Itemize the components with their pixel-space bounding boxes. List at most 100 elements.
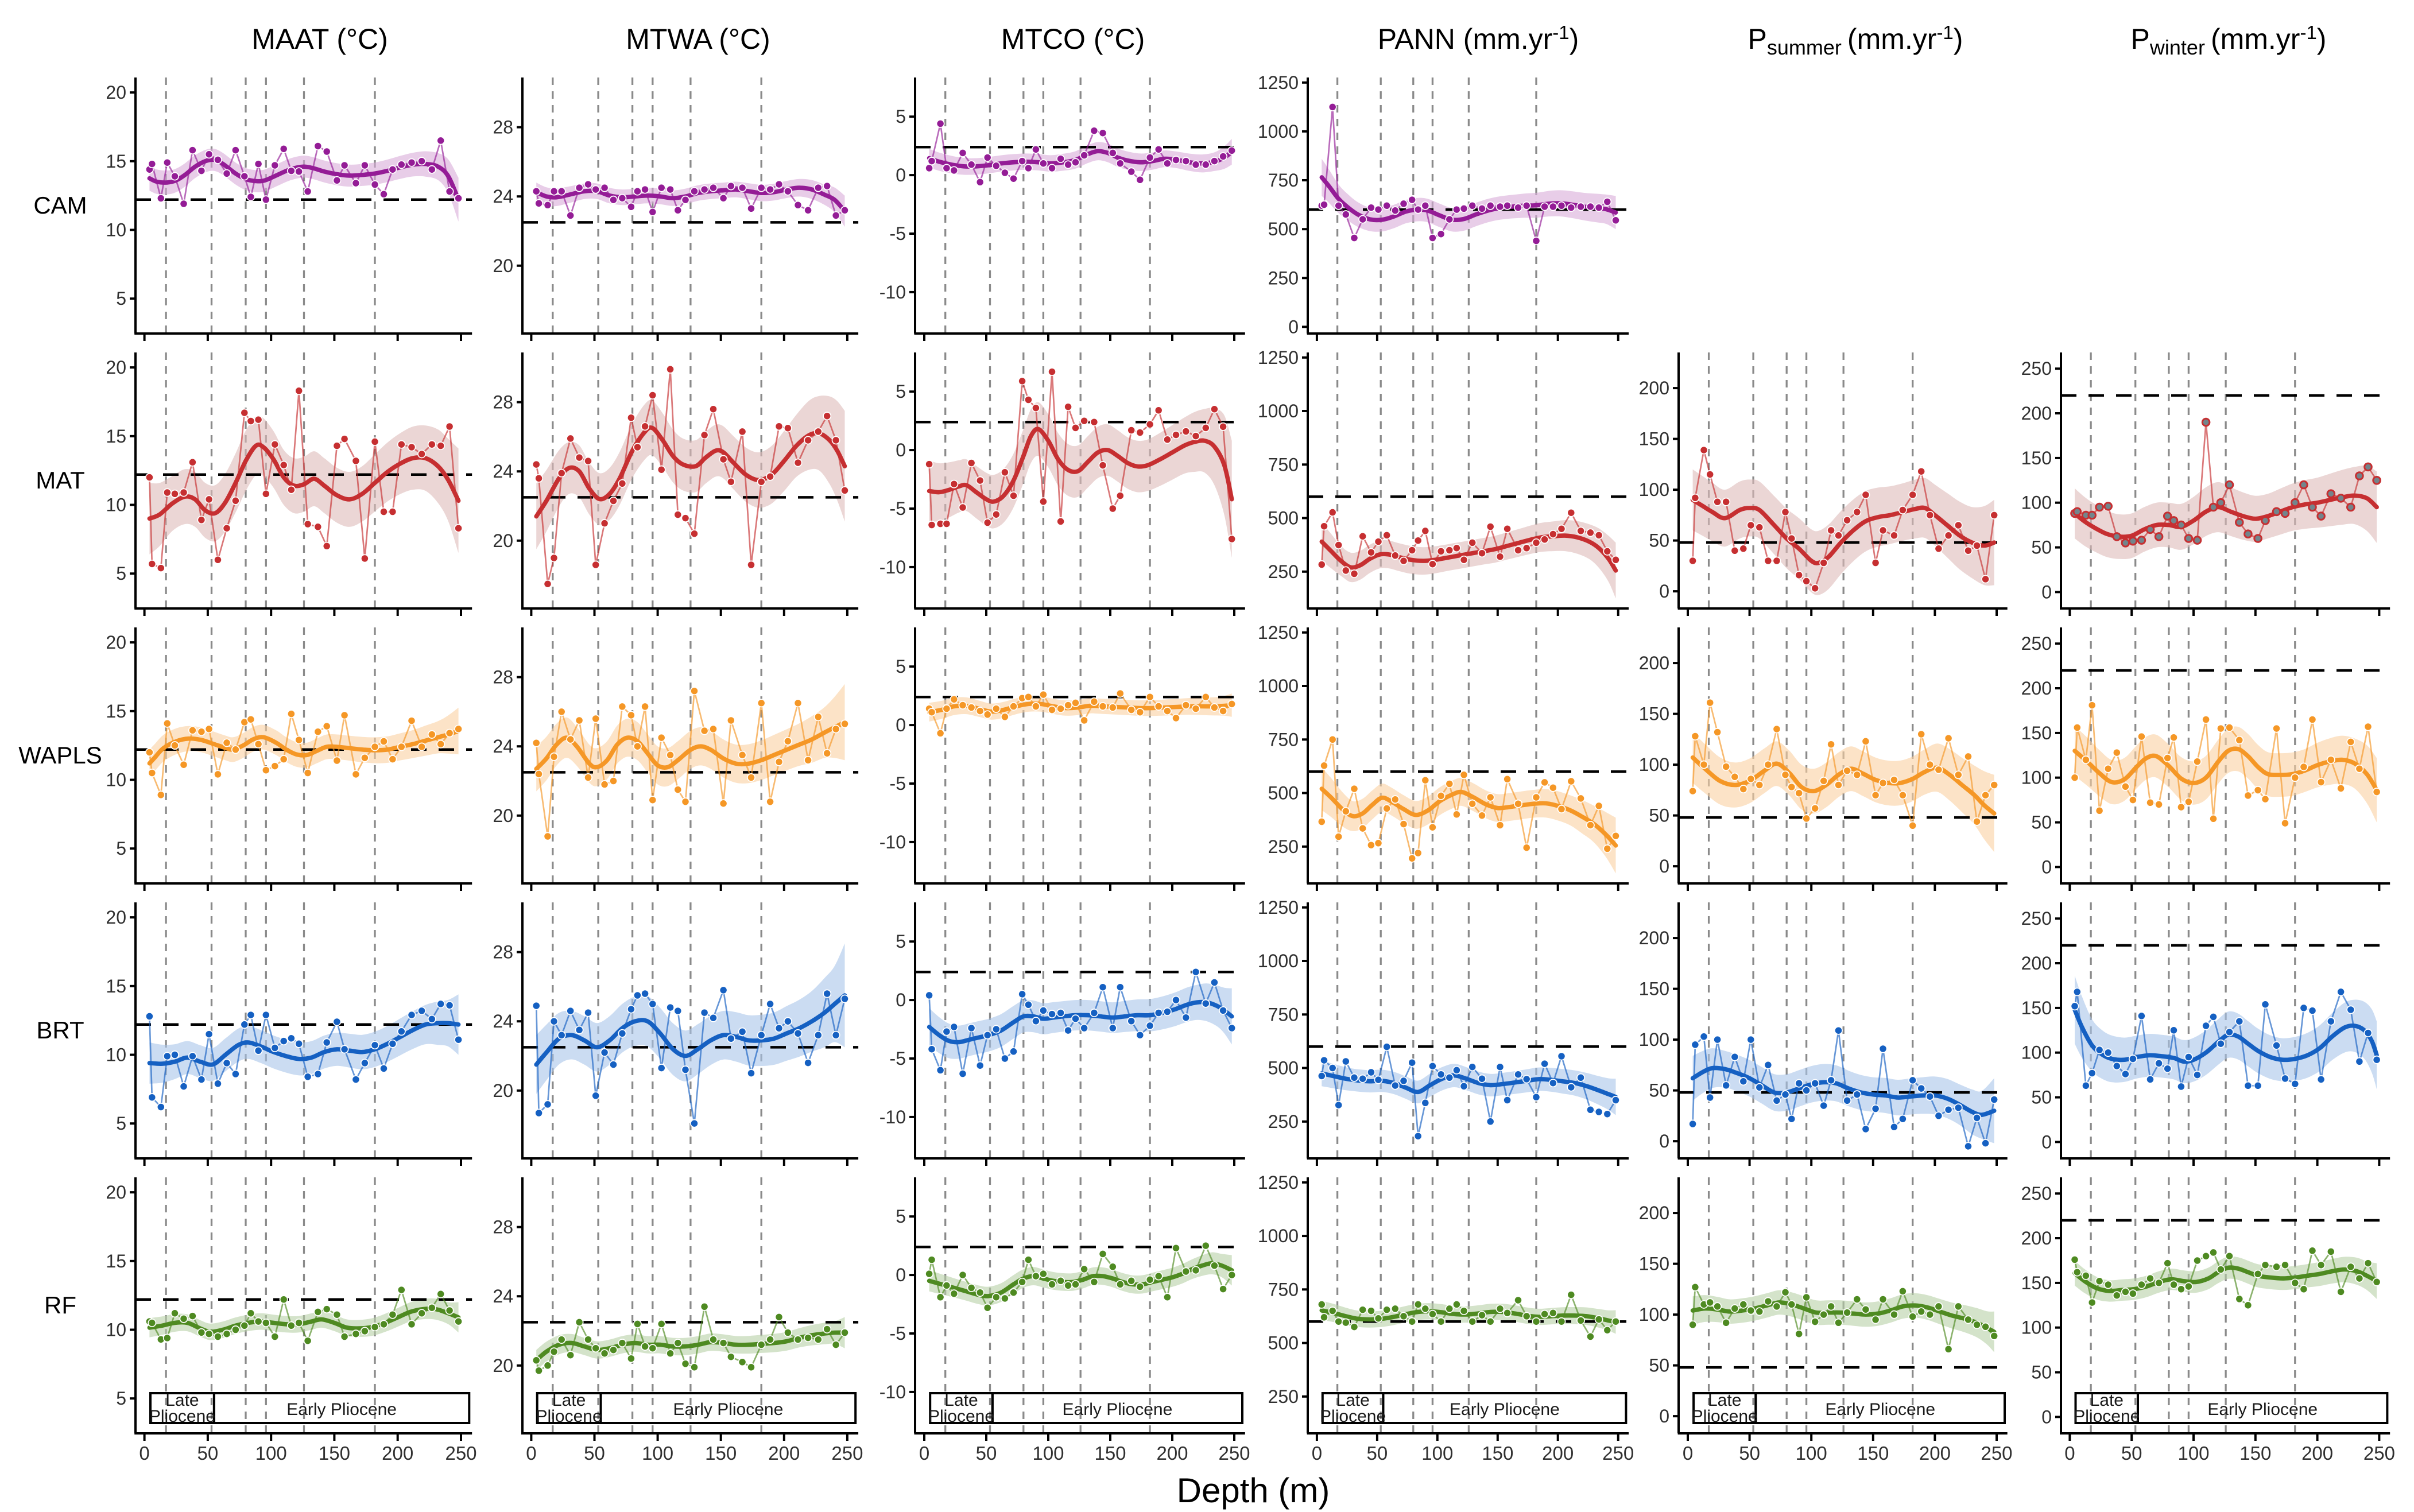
svg-text:100: 100 xyxy=(1639,1304,1669,1325)
svg-text:750: 750 xyxy=(1268,454,1299,475)
svg-text:250: 250 xyxy=(1268,267,1299,288)
svg-text:250: 250 xyxy=(1268,1111,1299,1132)
svg-text:0: 0 xyxy=(1659,1406,1669,1426)
svg-text:150: 150 xyxy=(1639,979,1669,999)
svg-text:50: 50 xyxy=(2031,1362,2052,1383)
svg-text:200: 200 xyxy=(1639,653,1669,673)
svg-text:Pliocene: Pliocene xyxy=(928,1407,994,1426)
svg-text:250: 250 xyxy=(1602,1443,1634,1464)
svg-text:250: 250 xyxy=(1981,1443,2012,1464)
svg-text:MTWA (°C): MTWA (°C) xyxy=(626,23,770,55)
svg-text:-10: -10 xyxy=(879,1107,906,1127)
svg-text:150: 150 xyxy=(1482,1443,1513,1464)
svg-text:20: 20 xyxy=(106,907,126,928)
svg-text:50: 50 xyxy=(1649,1080,1669,1101)
svg-text:10: 10 xyxy=(106,495,126,515)
svg-text:250: 250 xyxy=(2021,633,2052,654)
svg-text:0: 0 xyxy=(896,1265,906,1285)
svg-text:150: 150 xyxy=(2021,723,2052,743)
svg-text:PANN (mm.yr-1): PANN (mm.yr-1) xyxy=(1378,22,1579,55)
svg-text:20: 20 xyxy=(106,1182,126,1203)
svg-text:500: 500 xyxy=(1268,1333,1299,1354)
svg-text:Early Pliocene: Early Pliocene xyxy=(1063,1400,1173,1419)
svg-text:20: 20 xyxy=(493,805,513,826)
svg-text:5: 5 xyxy=(116,838,126,859)
svg-text:Psummer (mm.yr-1): Psummer (mm.yr-1) xyxy=(1748,22,1963,59)
svg-text:-5: -5 xyxy=(890,773,906,794)
svg-text:15: 15 xyxy=(106,1251,126,1271)
svg-text:50: 50 xyxy=(197,1443,219,1464)
svg-text:24: 24 xyxy=(493,186,513,207)
svg-text:250: 250 xyxy=(2363,1443,2395,1464)
svg-text:250: 250 xyxy=(1268,561,1299,582)
svg-text:1000: 1000 xyxy=(1258,951,1299,971)
svg-text:200: 200 xyxy=(1919,1443,1951,1464)
svg-text:10: 10 xyxy=(106,770,126,790)
svg-text:100: 100 xyxy=(1639,479,1669,500)
svg-text:150: 150 xyxy=(319,1443,350,1464)
svg-text:250: 250 xyxy=(831,1443,863,1464)
svg-text:150: 150 xyxy=(1639,429,1669,449)
svg-text:200: 200 xyxy=(2301,1443,2333,1464)
svg-text:MTCO (°C): MTCO (°C) xyxy=(1001,23,1145,55)
svg-text:RF: RF xyxy=(44,1292,76,1319)
svg-text:100: 100 xyxy=(1639,1029,1669,1050)
svg-text:10: 10 xyxy=(106,220,126,241)
svg-text:Pliocene: Pliocene xyxy=(1320,1407,1386,1426)
svg-text:250: 250 xyxy=(1268,1386,1299,1407)
svg-text:20: 20 xyxy=(493,530,513,551)
svg-text:0: 0 xyxy=(2041,581,2052,602)
svg-text:0: 0 xyxy=(896,715,906,735)
svg-text:Pliocene: Pliocene xyxy=(536,1407,602,1426)
svg-text:150: 150 xyxy=(2239,1443,2271,1464)
svg-text:150: 150 xyxy=(1639,704,1669,724)
svg-text:10: 10 xyxy=(106,1045,126,1065)
svg-text:250: 250 xyxy=(2021,358,2052,379)
svg-text:24: 24 xyxy=(493,461,513,482)
svg-text:0: 0 xyxy=(2041,1406,2052,1427)
svg-text:200: 200 xyxy=(2021,953,2052,974)
svg-text:0: 0 xyxy=(139,1443,149,1464)
svg-text:0: 0 xyxy=(526,1443,536,1464)
svg-text:28: 28 xyxy=(493,667,513,688)
svg-text:750: 750 xyxy=(1268,729,1299,750)
svg-text:50: 50 xyxy=(1649,1355,1669,1376)
svg-text:5: 5 xyxy=(896,931,906,952)
svg-text:100: 100 xyxy=(2177,1443,2209,1464)
svg-text:0: 0 xyxy=(2041,1131,2052,1152)
svg-text:-5: -5 xyxy=(890,1048,906,1069)
svg-text:28: 28 xyxy=(493,392,513,413)
svg-text:24: 24 xyxy=(493,1286,513,1306)
svg-text:20: 20 xyxy=(493,255,513,276)
svg-text:Depth (m): Depth (m) xyxy=(1177,1471,1330,1510)
svg-text:5: 5 xyxy=(116,288,126,309)
svg-text:20: 20 xyxy=(106,632,126,653)
svg-text:200: 200 xyxy=(2021,1228,2052,1249)
svg-text:24: 24 xyxy=(493,736,513,757)
svg-text:Late: Late xyxy=(1336,1391,1369,1410)
svg-text:-5: -5 xyxy=(890,498,906,519)
svg-text:150: 150 xyxy=(2021,1273,2052,1293)
svg-text:100: 100 xyxy=(1639,754,1669,775)
svg-text:500: 500 xyxy=(1268,783,1299,804)
svg-text:5: 5 xyxy=(896,656,906,677)
svg-text:200: 200 xyxy=(1639,928,1669,948)
svg-text:20: 20 xyxy=(493,1080,513,1101)
svg-text:250: 250 xyxy=(445,1443,476,1464)
svg-text:Late: Late xyxy=(165,1391,199,1410)
svg-text:20: 20 xyxy=(106,82,126,103)
svg-text:10: 10 xyxy=(106,1320,126,1340)
svg-text:50: 50 xyxy=(2031,1087,2052,1108)
svg-text:1000: 1000 xyxy=(1258,676,1299,696)
svg-text:200: 200 xyxy=(1542,1443,1574,1464)
svg-text:1250: 1250 xyxy=(1258,622,1299,643)
svg-text:MAAT (°C): MAAT (°C) xyxy=(251,23,388,55)
svg-text:200: 200 xyxy=(382,1443,413,1464)
svg-text:1250: 1250 xyxy=(1258,1172,1299,1193)
svg-text:250: 250 xyxy=(2021,1183,2052,1204)
svg-text:150: 150 xyxy=(705,1443,737,1464)
svg-text:-10: -10 xyxy=(879,282,906,303)
svg-text:0: 0 xyxy=(1312,1443,1322,1464)
svg-text:200: 200 xyxy=(2021,678,2052,699)
svg-text:100: 100 xyxy=(2021,1317,2052,1338)
